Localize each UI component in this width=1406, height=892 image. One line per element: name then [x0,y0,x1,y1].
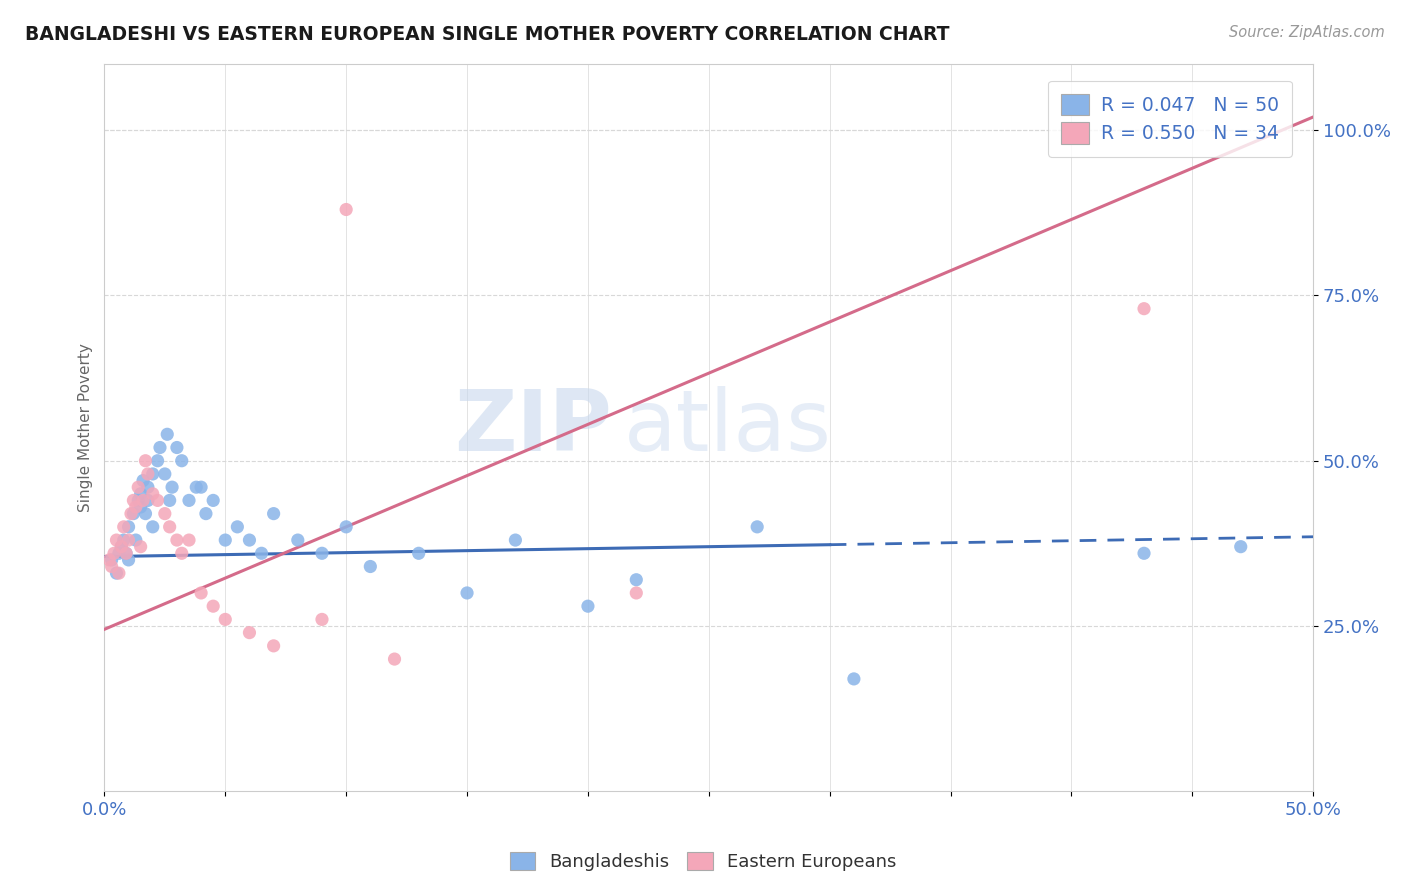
Text: atlas: atlas [624,386,832,469]
Point [129,540,152,554]
Point [142,520,165,534]
Point [112,533,135,547]
Point [311,546,333,560]
Text: Source: ZipAtlas.com: Source: ZipAtlas.com [1229,25,1385,40]
Point [456,586,478,600]
Point [311,612,333,626]
Point [117,533,139,547]
Point [177,533,200,547]
Point [166,441,188,455]
Point [146,454,169,468]
Point [238,533,260,547]
Point [103,546,125,560]
Point [132,474,155,488]
Point [100,553,122,567]
Text: BANGLADESHI VS EASTERN EUROPEAN SINGLE MOTHER POVERTY CORRELATION CHART: BANGLADESHI VS EASTERN EUROPEAN SINGLE M… [25,25,950,44]
Point [335,520,357,534]
Point [100,559,122,574]
Point [166,533,188,547]
Point [159,520,181,534]
Point [384,652,406,666]
Point [170,546,193,560]
Point [626,573,648,587]
Point [117,520,139,534]
Point [127,480,149,494]
Point [1133,546,1156,560]
Point [129,500,152,514]
Point [1133,301,1156,316]
Point [238,625,260,640]
Point [142,467,165,481]
Point [98,553,121,567]
Y-axis label: Single Mother Poverty: Single Mother Poverty [79,343,93,512]
Point [146,493,169,508]
Point [214,612,236,626]
Point [359,559,381,574]
Point [105,533,128,547]
Point [108,546,131,560]
Point [122,507,145,521]
Point [335,202,357,217]
Point [170,454,193,468]
Point [134,454,156,468]
Point [202,599,225,614]
Point [110,540,132,554]
Point [194,507,217,521]
Point [108,566,131,581]
Point [112,520,135,534]
Point [842,672,865,686]
Point [125,533,148,547]
Point [214,533,236,547]
Point [505,533,527,547]
Point [120,507,142,521]
Point [160,480,183,494]
Point [134,507,156,521]
Point [626,586,648,600]
Point [132,493,155,508]
Point [136,493,159,508]
Legend: R = 0.047   N = 50, R = 0.550   N = 34: R = 0.047 N = 50, R = 0.550 N = 34 [1049,80,1292,157]
Point [115,546,138,560]
Point [136,467,159,481]
Point [110,540,132,554]
Point [149,441,172,455]
Legend: Bangladeshis, Eastern Europeans: Bangladeshis, Eastern Europeans [502,845,904,879]
Point [153,507,176,521]
Point [576,599,599,614]
Point [747,520,769,534]
Point [250,546,273,560]
Point [127,493,149,508]
Point [177,493,200,508]
Point [226,520,249,534]
Point [1229,540,1251,554]
Point [186,480,208,494]
Point [287,533,309,547]
Text: ZIP: ZIP [454,386,612,469]
Point [202,493,225,508]
Point [190,480,212,494]
Point [156,427,179,442]
Point [129,487,152,501]
Point [263,507,285,521]
Point [263,639,285,653]
Point [117,553,139,567]
Point [142,487,165,501]
Point [153,467,176,481]
Point [105,566,128,581]
Point [122,493,145,508]
Point [408,546,430,560]
Point [125,500,148,514]
Point [190,586,212,600]
Point [115,546,138,560]
Point [136,480,159,494]
Point [159,493,181,508]
